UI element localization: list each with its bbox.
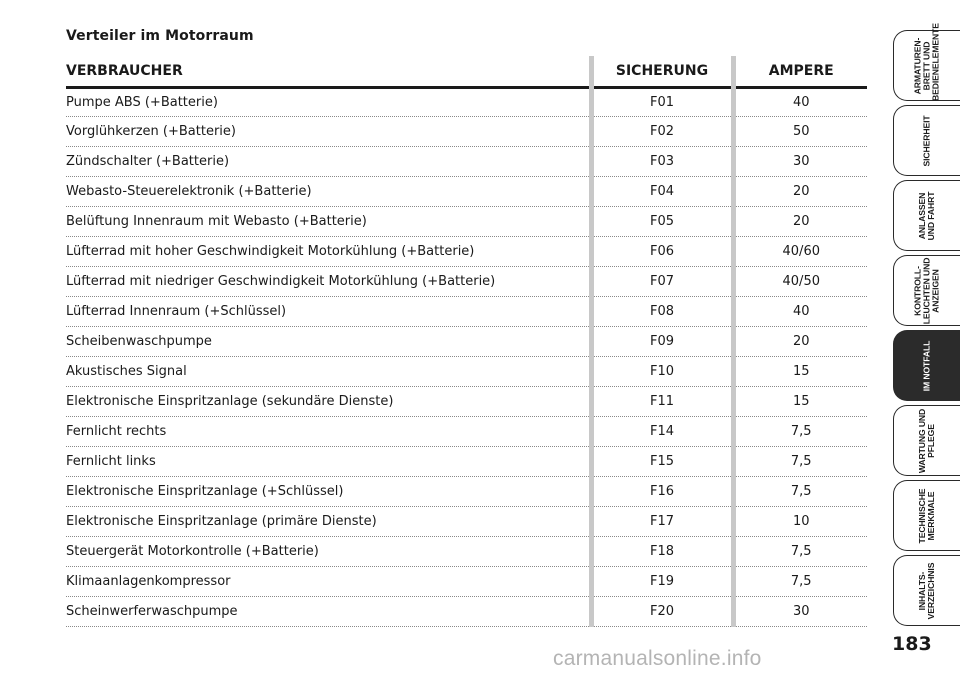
column-header-ampere: AMPERE bbox=[730, 56, 867, 89]
section-tab-label: INHALTS- VERZEICHNIS bbox=[917, 562, 936, 619]
section-tab[interactable]: TECHNISCHE MERKMALE bbox=[893, 480, 960, 551]
cell-load: Fernlicht links bbox=[66, 446, 591, 477]
cell-fuse: F06 bbox=[588, 236, 733, 267]
cell-fuse: F05 bbox=[588, 206, 733, 237]
cell-load: Elektronische Einspritzanlage (primäre D… bbox=[66, 506, 591, 537]
cell-ampere: 15 bbox=[730, 356, 867, 387]
table-row: Webasto-Steuerelektronik (+Batterie) F04 2… bbox=[66, 176, 867, 207]
cell-fuse: F15 bbox=[588, 446, 733, 477]
section-tab-label: ARMATUREN- BRETT UND BEDIENELEMENTE bbox=[912, 22, 941, 101]
cell-ampere: 7,5 bbox=[730, 476, 867, 507]
cell-ampere: 40/50 bbox=[730, 266, 867, 297]
cell-load: Scheibenwaschpumpe bbox=[66, 326, 591, 357]
cell-fuse: F16 bbox=[588, 476, 733, 507]
section-tab[interactable]: KONTROLL- LEUCHTEN UND ANZEIGEN bbox=[893, 255, 960, 326]
cell-load: Steuergerät Motorkontrolle (+Batterie) bbox=[66, 536, 591, 567]
page-number: 183 bbox=[892, 633, 932, 655]
section-tab-label: IM NOTFALL bbox=[921, 340, 932, 391]
section-tab[interactable]: ANLASSEN UND FAHRT bbox=[893, 180, 960, 251]
cell-load: Klimaanlagenkompressor bbox=[66, 566, 591, 597]
table-header-row: VERBRAUCHER SICHERUNG AMPERE bbox=[66, 56, 867, 89]
cell-fuse: F14 bbox=[588, 416, 733, 447]
section-tab-label: KONTROLL- LEUCHTEN UND ANZEIGEN bbox=[912, 257, 941, 324]
cell-fuse: F17 bbox=[588, 506, 733, 537]
table-row: Akustisches Signal F10 15 bbox=[66, 356, 867, 387]
table-body: Pumpe ABS (+Batterie) F01 40 Vorglühkerzen … bbox=[66, 87, 867, 627]
cell-ampere: 30 bbox=[730, 596, 867, 627]
cell-fuse: F04 bbox=[588, 176, 733, 207]
cell-ampere: 20 bbox=[730, 176, 867, 207]
table-row: Lüfterrad Innenraum (+Schlüssel) F08 40 bbox=[66, 296, 867, 327]
table-row: Vorglühkerzen (+Batterie) F02 50 bbox=[66, 116, 867, 147]
cell-fuse: F08 bbox=[588, 296, 733, 327]
cell-load: Fernlicht rechts bbox=[66, 416, 591, 447]
cell-ampere: 7,5 bbox=[730, 416, 867, 447]
cell-ampere: 40 bbox=[730, 87, 867, 117]
table-row: Scheinwerferwaschpumpe F20 30 bbox=[66, 596, 867, 627]
fuse-table: VERBRAUCHER SICHERUNG AMPERE Pumpe ABS (… bbox=[66, 56, 867, 627]
table-row: Lüfterrad mit hoher Geschwindigkeit Moto… bbox=[66, 236, 867, 267]
section-tab-label: ANLASSEN UND FAHRT bbox=[917, 191, 936, 240]
table-row: Elektronische Einspritzanlage (+Schlüsse… bbox=[66, 476, 867, 507]
section-tabs: ARMATUREN- BRETT UND BEDIENELEMENTE SICHE… bbox=[893, 22, 960, 626]
cell-ampere: 50 bbox=[730, 116, 867, 147]
table-row: Elektronische Einspritzanlage (primäre D… bbox=[66, 506, 867, 537]
cell-ampere: 40 bbox=[730, 296, 867, 327]
cell-load: Lüfterrad mit niedriger Geschwindigkeit … bbox=[66, 266, 591, 297]
column-header-fuse: SICHERUNG bbox=[588, 56, 733, 89]
table-row: Fernlicht links F15 7,5 bbox=[66, 446, 867, 477]
cell-fuse: F07 bbox=[588, 266, 733, 297]
cell-ampere: 40/60 bbox=[730, 236, 867, 267]
cell-ampere: 7,5 bbox=[730, 566, 867, 597]
cell-fuse: F03 bbox=[588, 146, 733, 177]
cell-ampere: 30 bbox=[730, 146, 867, 177]
cell-load: Lüfterrad Innenraum (+Schlüssel) bbox=[66, 296, 591, 327]
cell-load: Webasto-Steuerelektronik (+Batterie) bbox=[66, 176, 591, 207]
cell-load: Elektronische Einspritzanlage (sekundäre… bbox=[66, 386, 591, 417]
cell-ampere: 20 bbox=[730, 326, 867, 357]
cell-fuse: F11 bbox=[588, 386, 733, 417]
cell-load: Zündschalter (+Batterie) bbox=[66, 146, 591, 177]
cell-ampere: 7,5 bbox=[730, 536, 867, 567]
table-row: Elektronische Einspritzanlage (sekundäre… bbox=[66, 386, 867, 417]
page-title: Verteiler im Motorraum bbox=[66, 28, 254, 44]
section-tab-label: SICHERHEIT bbox=[921, 114, 932, 167]
table-row: Zündschalter (+Batterie) F03 30 bbox=[66, 146, 867, 177]
cell-fuse: F18 bbox=[588, 536, 733, 567]
table-row: Steuergerät Motorkontrolle (+Batterie) F1… bbox=[66, 536, 867, 567]
cell-load: Pumpe ABS (+Batterie) bbox=[66, 87, 591, 117]
table-row: Scheibenwaschpumpe F09 20 bbox=[66, 326, 867, 357]
cell-fuse: F01 bbox=[588, 87, 733, 117]
table-row: Klimaanlagenkompressor F19 7,5 bbox=[66, 566, 867, 597]
cell-fuse: F02 bbox=[588, 116, 733, 147]
cell-load: Akustisches Signal bbox=[66, 356, 591, 387]
table-row: Fernlicht rechts F14 7,5 bbox=[66, 416, 867, 447]
column-header-load: VERBRAUCHER bbox=[66, 56, 591, 89]
section-tab-label: TECHNISCHE MERKMALE bbox=[917, 488, 936, 543]
table-row: Lüfterrad mit niedriger Geschwindigkeit … bbox=[66, 266, 867, 297]
cell-load: Belüftung Innenraum mit Webasto (+Batter… bbox=[66, 206, 591, 237]
cell-ampere: 10 bbox=[730, 506, 867, 537]
cell-load: Lüfterrad mit hoher Geschwindigkeit Moto… bbox=[66, 236, 591, 267]
cell-fuse: F19 bbox=[588, 566, 733, 597]
watermark: carmanualsonline.info bbox=[553, 647, 762, 670]
section-tab[interactable]: IM NOTFALL bbox=[893, 330, 960, 401]
cell-load: Vorglühkerzen (+Batterie) bbox=[66, 116, 591, 147]
cell-fuse: F10 bbox=[588, 356, 733, 387]
table-row: Belüftung Innenraum mit Webasto (+Batter… bbox=[66, 206, 867, 237]
cell-ampere: 15 bbox=[730, 386, 867, 417]
cell-fuse: F09 bbox=[588, 326, 733, 357]
section-tab[interactable]: INHALTS- VERZEICHNIS bbox=[893, 555, 960, 626]
cell-load: Elektronische Einspritzanlage (+Schlüsse… bbox=[66, 476, 591, 507]
cell-ampere: 20 bbox=[730, 206, 867, 237]
section-tab[interactable]: WARTUNG UND PFLEGE bbox=[893, 405, 960, 476]
section-tab[interactable]: SICHERHEIT bbox=[893, 105, 960, 176]
section-tab-label: WARTUNG UND PFLEGE bbox=[917, 408, 936, 473]
cell-fuse: F20 bbox=[588, 596, 733, 627]
section-tab[interactable]: ARMATUREN- BRETT UND BEDIENELEMENTE bbox=[893, 22, 960, 101]
cell-ampere: 7,5 bbox=[730, 446, 867, 477]
cell-load: Scheinwerferwaschpumpe bbox=[66, 596, 591, 627]
table-row: Pumpe ABS (+Batterie) F01 40 bbox=[66, 87, 867, 117]
